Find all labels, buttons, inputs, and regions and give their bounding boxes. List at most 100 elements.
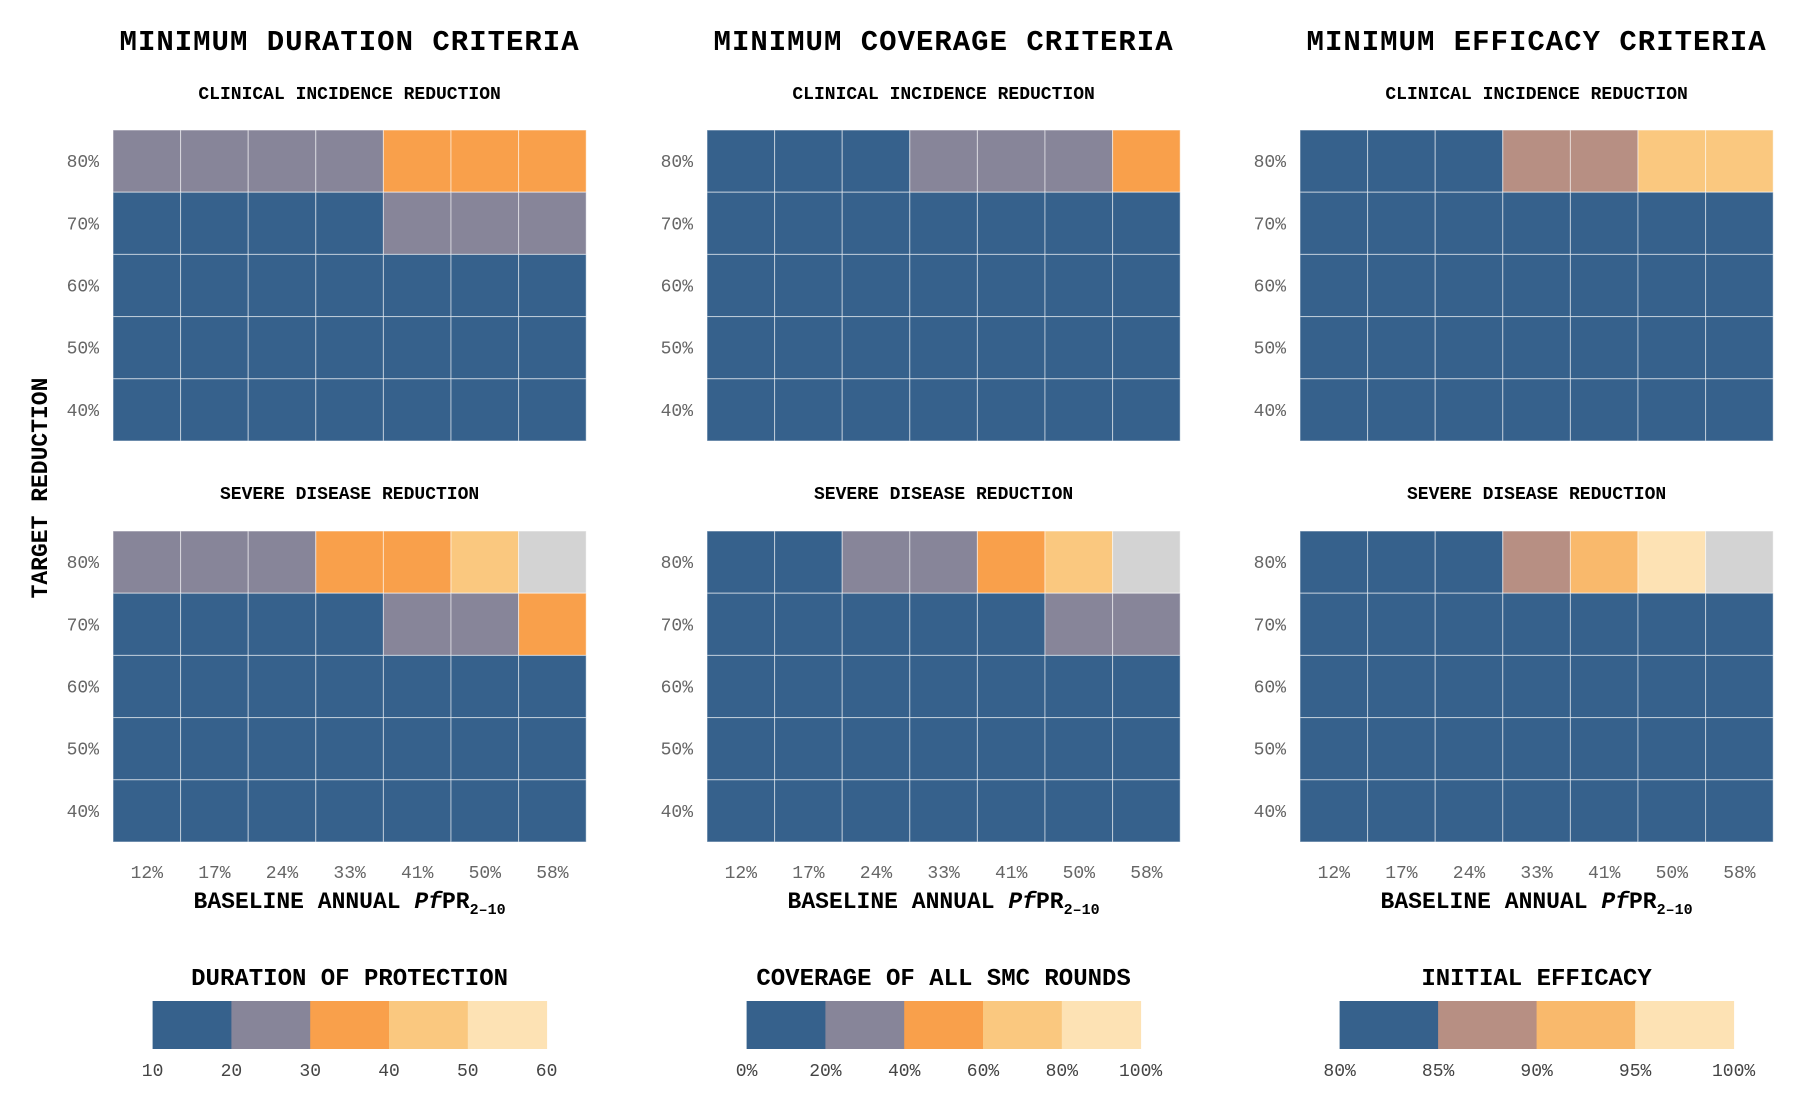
x-tick-label: 58% — [536, 864, 569, 884]
heatmap-cell — [518, 654, 587, 719]
y-tick-label: 70% — [67, 616, 100, 636]
heatmap-cell — [706, 191, 776, 255]
y-tick-label: 60% — [661, 679, 694, 699]
heatmap-cell — [1044, 316, 1114, 380]
heatmap-cell — [1502, 378, 1571, 442]
y-tick-label: 60% — [661, 278, 694, 298]
heatmap-cell — [450, 779, 520, 843]
legend-swatch — [467, 1001, 548, 1049]
legend-swatch — [1635, 1001, 1735, 1049]
y-axis-label: TARGET REDUCTION — [28, 378, 54, 599]
heatmap-cell — [1637, 253, 1707, 318]
heatmap-cell — [518, 129, 587, 193]
heatmap-cell — [382, 779, 452, 843]
legend-tick-label: 95% — [1619, 1062, 1652, 1082]
heatmap-cell — [841, 378, 911, 442]
x-tick-label: 12% — [1318, 864, 1351, 884]
heatmap-cell — [1044, 654, 1114, 719]
heatmap-cell — [1367, 191, 1436, 255]
heatmap-cell — [841, 316, 911, 380]
heatmap-cell — [706, 129, 776, 193]
heatmap-cell — [112, 129, 182, 193]
y-tick-label: 60% — [67, 278, 100, 298]
heatmap-cell — [518, 592, 587, 656]
heatmap-cell — [909, 316, 978, 380]
legend-tick-label: 20% — [809, 1062, 842, 1082]
heatmap-cell — [976, 592, 1046, 656]
heatmap-cell — [976, 129, 1046, 193]
heatmap-cell — [247, 316, 317, 380]
heatmap-cell — [1705, 129, 1774, 193]
heatmap-cell — [1637, 779, 1707, 843]
x-tick-label: 33% — [927, 864, 960, 884]
heatmap-cell — [1112, 592, 1181, 656]
heatmap-cell — [774, 717, 843, 781]
heatmap-cell — [450, 253, 520, 318]
heatmap-cell — [1637, 592, 1707, 656]
heatmap-cell — [841, 129, 911, 193]
heatmap-cell — [976, 316, 1046, 380]
panel-title: CLINICAL INCIDENCE REDUCTION — [792, 85, 1094, 105]
heatmap-cell — [518, 191, 587, 255]
heatmap-cell — [518, 253, 587, 318]
heatmap-cell — [1705, 191, 1774, 255]
legend-tick-label: 100% — [1712, 1062, 1755, 1082]
heatmap-cell — [1502, 129, 1571, 193]
heatmap-cell — [315, 253, 384, 318]
heatmap-cell — [774, 191, 843, 255]
legend-title: COVERAGE OF ALL SMC ROUNDS — [756, 966, 1130, 993]
heatmap-cell — [180, 378, 249, 442]
heatmap-cell — [180, 717, 249, 781]
x-axis-label: BASELINE ANNUAL PfPR2–10 — [194, 889, 506, 919]
y-tick-label: 80% — [1254, 554, 1287, 574]
heatmap-cell — [1434, 191, 1504, 255]
legend-swatch — [904, 1001, 984, 1049]
heatmap-cell — [1112, 530, 1181, 594]
heatmap-cell — [180, 316, 249, 380]
legend-tick-label: 80% — [1323, 1062, 1356, 1082]
x-tick-label: 41% — [995, 864, 1028, 884]
y-tick-label: 70% — [1254, 215, 1287, 235]
heatmap-cell — [841, 717, 911, 781]
legend-tick-label: 10 — [142, 1062, 164, 1082]
column-title: MINIMUM DURATION CRITERIA — [120, 26, 580, 59]
legend-swatch — [152, 1001, 232, 1049]
column-title: MINIMUM EFFICACY CRITERIA — [1307, 26, 1767, 59]
heatmap-cell — [1434, 253, 1504, 318]
y-tick-label: 80% — [1254, 153, 1287, 173]
heatmap-cell — [1434, 316, 1504, 380]
x-tick-label: 24% — [266, 864, 299, 884]
x-tick-label: 24% — [1453, 864, 1486, 884]
heatmap-cell — [247, 378, 317, 442]
heatmap-cell — [112, 779, 182, 843]
x-tick-label: 12% — [131, 864, 164, 884]
panel-title: CLINICAL INCIDENCE REDUCTION — [1385, 85, 1687, 105]
legend-tick-label: 80% — [1046, 1062, 1079, 1082]
heatmap-cell — [706, 654, 776, 719]
heatmap-cell — [706, 779, 776, 843]
heatmap-cell — [382, 191, 452, 255]
heatmap-cell — [1299, 654, 1369, 719]
heatmap-cell — [1434, 654, 1504, 719]
heatmap-cell — [774, 530, 843, 594]
y-tick-label: 70% — [1254, 616, 1287, 636]
heatmap-cell — [382, 654, 452, 719]
heatmap-cell — [1299, 717, 1369, 781]
chart-column-3: MINIMUM EFFICACY CRITERIA CLINICAL INCIDE… — [1254, 26, 1774, 1082]
legend-swatch — [746, 1001, 826, 1049]
heatmap-cell — [774, 129, 843, 193]
heatmap-cell — [1502, 654, 1571, 719]
heatmap-cell — [247, 717, 317, 781]
heatmap-cell — [112, 717, 182, 781]
heatmap-cell — [450, 316, 520, 380]
y-tick-label: 50% — [67, 340, 100, 360]
y-tick-label: 50% — [1254, 340, 1287, 360]
heatmap-cell — [112, 191, 182, 255]
heatmap-cell — [450, 191, 520, 255]
heatmap-cell — [706, 717, 776, 781]
heatmap-cell — [112, 253, 182, 318]
heatmap-cell — [450, 530, 520, 594]
y-tick-label: 70% — [661, 616, 694, 636]
legend-swatch — [1339, 1001, 1439, 1049]
